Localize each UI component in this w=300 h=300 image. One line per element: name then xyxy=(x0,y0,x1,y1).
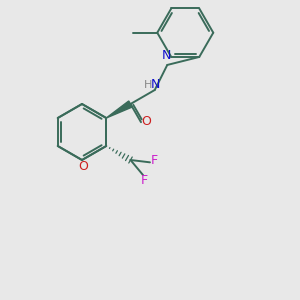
Text: F: F xyxy=(140,174,148,187)
Polygon shape xyxy=(106,101,132,118)
Text: O: O xyxy=(141,115,151,128)
Text: F: F xyxy=(150,154,158,167)
Text: H: H xyxy=(144,80,152,90)
Text: N: N xyxy=(162,50,171,62)
Text: O: O xyxy=(78,160,88,172)
Text: N: N xyxy=(151,79,160,92)
